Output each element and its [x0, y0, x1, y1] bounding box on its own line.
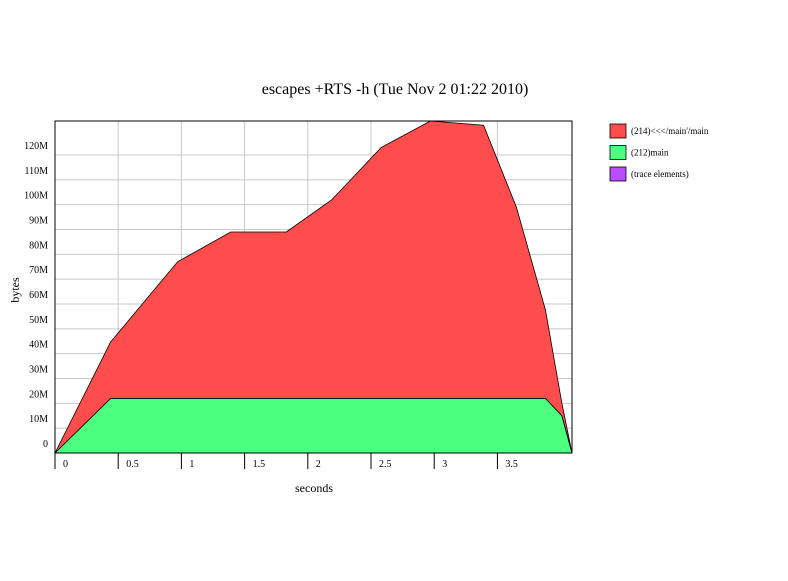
- y-tick-label: 30M: [29, 365, 48, 376]
- y-tick-label: 40M: [29, 340, 48, 351]
- y-tick-label: 90M: [29, 216, 48, 227]
- chart-title: escapes +RTS -h (Tue Nov 2 01:22 2010): [262, 81, 529, 98]
- x-tick-label: 0: [63, 459, 68, 470]
- x-tick-label: 1.5: [253, 459, 266, 470]
- y-tick-label: 10M: [29, 414, 48, 425]
- legend-label: (214)<<</main'/main: [631, 126, 709, 136]
- legend-swatch: [609, 123, 627, 139]
- y-tick-label: 0: [43, 439, 48, 450]
- y-axis-label: bytes: [8, 277, 22, 303]
- y-tick-label: 120M: [24, 141, 48, 152]
- y-tick-label: 110M: [24, 166, 48, 177]
- x-tick-label: 0.5: [126, 459, 139, 470]
- y-tick-label: 50M: [29, 315, 48, 326]
- x-axis-label: seconds: [295, 481, 333, 495]
- plot-border: [54, 120, 573, 454]
- x-tick-label: 2.5: [379, 459, 392, 470]
- y-tick-label: 60M: [29, 290, 48, 301]
- x-tick-label: 3.5: [505, 459, 518, 470]
- legend-swatch: [609, 166, 627, 182]
- y-tick-label: 20M: [29, 389, 48, 400]
- area: [54, 397, 573, 454]
- y-tick-label: 80M: [29, 240, 48, 251]
- legend-label: (trace elements): [631, 169, 689, 179]
- x-tick-label: 3: [442, 459, 447, 470]
- y-tick-label: 70M: [29, 265, 48, 276]
- x-tick-label: 1: [189, 459, 194, 470]
- legend-label: (212)main: [631, 148, 669, 158]
- x-tick-label: 2: [316, 459, 321, 470]
- y-tick-label: 100M: [24, 191, 48, 202]
- legend-swatch: [609, 145, 627, 160]
